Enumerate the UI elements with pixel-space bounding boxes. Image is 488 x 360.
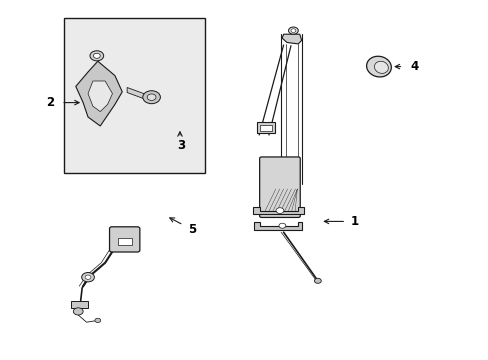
Bar	[118, 238, 131, 245]
Circle shape	[93, 53, 100, 58]
Circle shape	[290, 29, 295, 32]
Circle shape	[90, 51, 103, 61]
Text: 2: 2	[46, 96, 54, 109]
Text: 1: 1	[350, 215, 358, 228]
Circle shape	[288, 27, 298, 34]
Bar	[63, 18, 205, 173]
Text: 3: 3	[177, 139, 184, 152]
Circle shape	[142, 91, 160, 104]
Circle shape	[85, 275, 91, 279]
Polygon shape	[127, 87, 146, 100]
Polygon shape	[76, 61, 122, 126]
Polygon shape	[88, 81, 112, 112]
FancyBboxPatch shape	[259, 157, 300, 217]
Circle shape	[314, 278, 321, 283]
Circle shape	[81, 273, 94, 282]
Bar	[256, 122, 275, 133]
Circle shape	[147, 94, 156, 100]
Polygon shape	[71, 301, 88, 308]
Circle shape	[73, 308, 83, 315]
Circle shape	[95, 318, 101, 323]
Circle shape	[276, 208, 283, 213]
Polygon shape	[282, 34, 301, 44]
Ellipse shape	[366, 56, 390, 77]
Circle shape	[278, 223, 285, 228]
Polygon shape	[254, 222, 302, 230]
Bar	[259, 125, 272, 131]
Ellipse shape	[374, 61, 387, 73]
Text: 5: 5	[187, 223, 195, 236]
FancyBboxPatch shape	[109, 227, 140, 252]
Text: 4: 4	[410, 60, 418, 73]
Polygon shape	[252, 207, 304, 214]
